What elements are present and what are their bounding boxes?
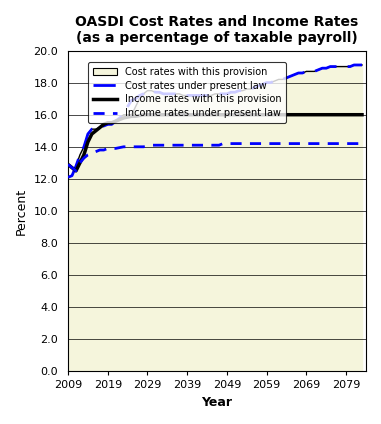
X-axis label: Year: Year bbox=[202, 396, 232, 409]
Y-axis label: Percent: Percent bbox=[15, 187, 28, 234]
Legend: Cost rates with this provision, Cost rates under present law, Income rates with : Cost rates with this provision, Cost rat… bbox=[88, 62, 286, 123]
Title: OASDI Cost Rates and Income Rates
(as a percentage of taxable payroll): OASDI Cost Rates and Income Rates (as a … bbox=[75, 15, 359, 45]
